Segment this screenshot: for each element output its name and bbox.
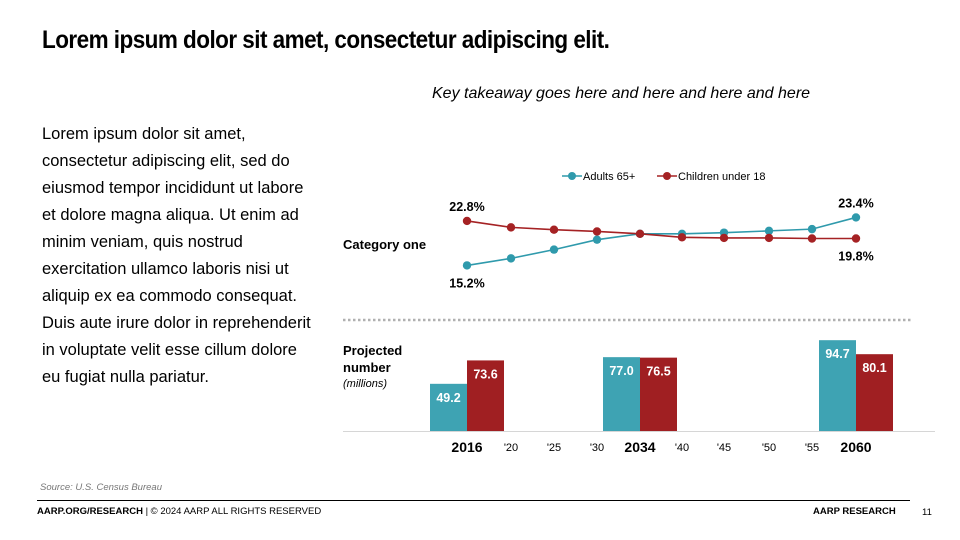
series-1-point-3 — [592, 227, 602, 236]
bar-1-4 — [640, 357, 677, 431]
x-tick-8: '55 — [805, 442, 819, 454]
body-paragraph: Lorem ipsum dolor sit amet, consectetur … — [42, 125, 311, 386]
legend-label: Children under 18 — [678, 171, 765, 183]
legend-marker — [663, 172, 671, 180]
x-tick-2: '25 — [547, 442, 561, 454]
footer-brand: AARP RESEARCH — [813, 506, 896, 517]
point-label-0: 15.2% — [449, 276, 484, 290]
bar-label-1-9: 80.1 — [862, 361, 886, 375]
bar-label-0-9: 94.7 — [825, 347, 849, 361]
legend-label: Adults 65+ — [583, 171, 635, 183]
series-0-point-0 — [462, 261, 472, 270]
point-label-3: 19.8% — [838, 249, 873, 263]
bar-0-0 — [430, 383, 467, 431]
series-1-point-4 — [635, 229, 645, 239]
footer-site-link[interactable]: AARP.ORG/RESEARCH — [37, 506, 143, 517]
bar-label-1-4: 76.5 — [646, 365, 670, 379]
bar-category-label-line-2: number — [343, 360, 391, 375]
bar-1-9 — [856, 354, 893, 431]
series-1-point-1 — [506, 223, 516, 232]
line-legend: Adults 65+ Children under 18 — [562, 171, 765, 183]
bar-category-label-line-1: Projected — [343, 343, 402, 358]
series-1-point-2 — [549, 225, 559, 234]
point-label-2: 23.4% — [838, 196, 873, 210]
series-1-point-5 — [677, 233, 687, 242]
footer-copyright: | © 2024 AARP ALL RIGHTS RESERVED — [142, 506, 322, 517]
x-tick-1: '20 — [504, 442, 518, 454]
series-0-point-2 — [549, 245, 559, 254]
key-takeaway: Key takeaway goes here and here and here… — [432, 85, 811, 102]
series-1-point-7 — [764, 233, 774, 243]
x-tick-9: 2060 — [840, 439, 871, 455]
bar-label-1-0: 73.6 — [473, 367, 497, 381]
bar-chart: Projected number (millions) 49.2 77.0 94.7 73.… — [343, 340, 935, 455]
series-0-point-9 — [851, 213, 861, 222]
series-0-point-8 — [807, 224, 817, 234]
line-category-label: Category one — [343, 237, 426, 252]
series-0-point-1 — [506, 254, 516, 263]
bar-1-0 — [467, 360, 504, 431]
x-tick-5: '40 — [675, 442, 689, 454]
footer-left: AARP.ORG/RESEARCH | © 2024 AARP ALL RIGH… — [37, 506, 321, 517]
source-note: Source: U.S. Census Bureau — [40, 482, 162, 493]
page-number: 11 — [922, 507, 932, 518]
series-1-point-6 — [719, 233, 729, 243]
series-0-point-3 — [592, 235, 602, 244]
bar-label-0-4: 77.0 — [609, 364, 633, 378]
x-tick-4: 2034 — [624, 439, 655, 455]
line-chart: Category one Adults 65+ Children under 18 1… — [343, 171, 912, 322]
bar-category-sublabel: (millions) — [343, 378, 387, 390]
x-tick-3: '30 — [590, 442, 604, 454]
series-1-point-9 — [851, 234, 861, 243]
x-tick-6: '45 — [717, 442, 731, 454]
legend-item-1: Children under 18 — [657, 171, 765, 183]
footer-divider — [37, 500, 910, 501]
bar-0-4 — [603, 357, 640, 431]
series-line-0 — [466, 216, 857, 267]
x-tick-0: 2016 — [451, 439, 482, 455]
legend-item-0: Adults 65+ — [562, 171, 635, 183]
bar-label-0-0: 49.2 — [436, 391, 460, 405]
series-1-point-0 — [462, 216, 472, 226]
series-0-point-7 — [764, 226, 774, 236]
x-tick-7: '50 — [762, 442, 776, 454]
series-1-point-8 — [807, 234, 817, 243]
bar-0-9 — [819, 340, 856, 431]
slide-title: Lorem ipsum dolor sit amet, consectetur … — [42, 26, 610, 54]
series-line-1 — [466, 220, 856, 240]
legend-marker — [568, 172, 576, 180]
point-label-1: 22.8% — [449, 200, 484, 214]
